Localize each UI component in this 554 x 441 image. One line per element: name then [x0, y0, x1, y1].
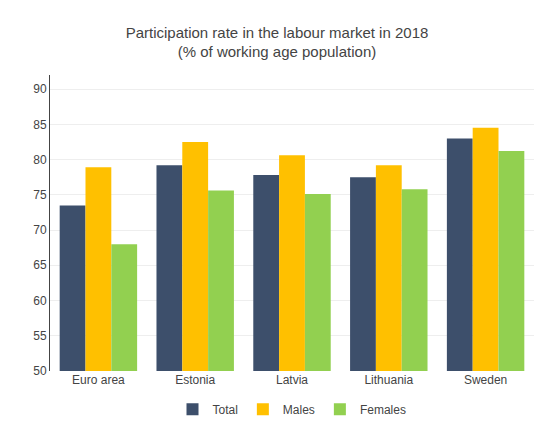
svg-text:55: 55 — [33, 329, 47, 343]
svg-text:60: 60 — [33, 294, 47, 308]
svg-text:65: 65 — [33, 258, 47, 272]
svg-text:85: 85 — [33, 118, 47, 132]
svg-text:90: 90 — [33, 82, 47, 96]
svg-text:Lithuania: Lithuania — [364, 373, 413, 387]
svg-text:Females: Females — [360, 403, 406, 417]
svg-text:Latvia: Latvia — [276, 373, 308, 387]
svg-text:Males: Males — [283, 403, 315, 417]
svg-text:Sweden: Sweden — [464, 373, 507, 387]
svg-text:50: 50 — [33, 364, 47, 378]
svg-text:70: 70 — [33, 223, 47, 237]
svg-text:Participation rate in the labo: Participation rate in the labour market … — [126, 24, 429, 61]
svg-text:Euro area: Euro area — [72, 373, 125, 387]
svg-text:Total: Total — [213, 403, 238, 417]
svg-text:Estonia: Estonia — [175, 373, 215, 387]
svg-text:80: 80 — [33, 153, 47, 167]
svg-text:75: 75 — [33, 188, 47, 202]
